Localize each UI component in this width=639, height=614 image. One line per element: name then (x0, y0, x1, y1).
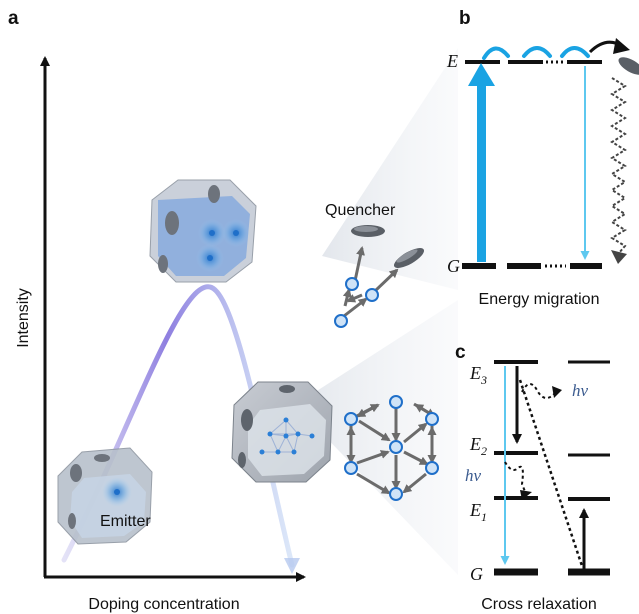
transfer-to-quencher-arrowhead (613, 38, 630, 54)
quencher-label: Quencher (325, 202, 396, 219)
panel-a-letter: a (8, 8, 19, 29)
x-axis-label: Doping concentration (88, 596, 239, 613)
panel-a: a Intensity Doping concentration Emitter (8, 8, 458, 613)
nanocrystal-high-doping (231, 381, 333, 483)
cross-relaxation-link (518, 379, 584, 567)
panel-c-caption: Cross relaxation (481, 596, 597, 613)
panel-b: b E G Energy migration (446, 8, 639, 308)
intensity-curve-arrowhead (284, 558, 300, 574)
y-axis-label: Intensity (15, 288, 32, 348)
nanocrystal-medium-doping (149, 179, 257, 283)
nanocrystal-low-doping: Emitter (57, 447, 153, 545)
photon-emission-e2 (504, 461, 527, 495)
panel-c: c E3 E2 E1 G hν hν Cross relaxation (455, 342, 610, 613)
levels-acceptor (568, 360, 610, 576)
quencher-icon (618, 57, 639, 75)
nonradiative-decay (610, 77, 627, 255)
photon-emission-e3-arrowhead (552, 386, 562, 398)
panel-b-caption: Energy migration (479, 291, 600, 308)
levels-donor (494, 360, 538, 576)
level-e-label: E (446, 51, 458, 71)
photon-emission-e2-arrowhead (520, 490, 532, 500)
nonradiative-decay-arrowhead (611, 250, 627, 264)
projection-cone-bottom (295, 300, 458, 575)
level-e3-label: E3 (469, 363, 487, 387)
level-e2-label: E2 (469, 434, 487, 458)
photon-label-2: hν (465, 466, 482, 485)
level-g-label-c: G (470, 564, 483, 584)
photon-emission-e3 (521, 383, 557, 399)
quencher-inset: Quencher (325, 202, 425, 328)
projection-cone-top (322, 48, 458, 290)
cluster-ions (344, 395, 439, 501)
panel-c-letter: c (455, 342, 466, 363)
migration-hops (482, 46, 590, 60)
emitter-label: Emitter (100, 513, 151, 530)
level-e1-label: E1 (469, 500, 487, 524)
excitation-arrow (477, 82, 486, 262)
photon-label-1: hν (572, 381, 589, 400)
excitation-arrowhead (468, 63, 495, 86)
cluster-inset (346, 402, 437, 495)
level-g-label: G (447, 256, 460, 276)
panel-b-letter: b (459, 8, 471, 29)
